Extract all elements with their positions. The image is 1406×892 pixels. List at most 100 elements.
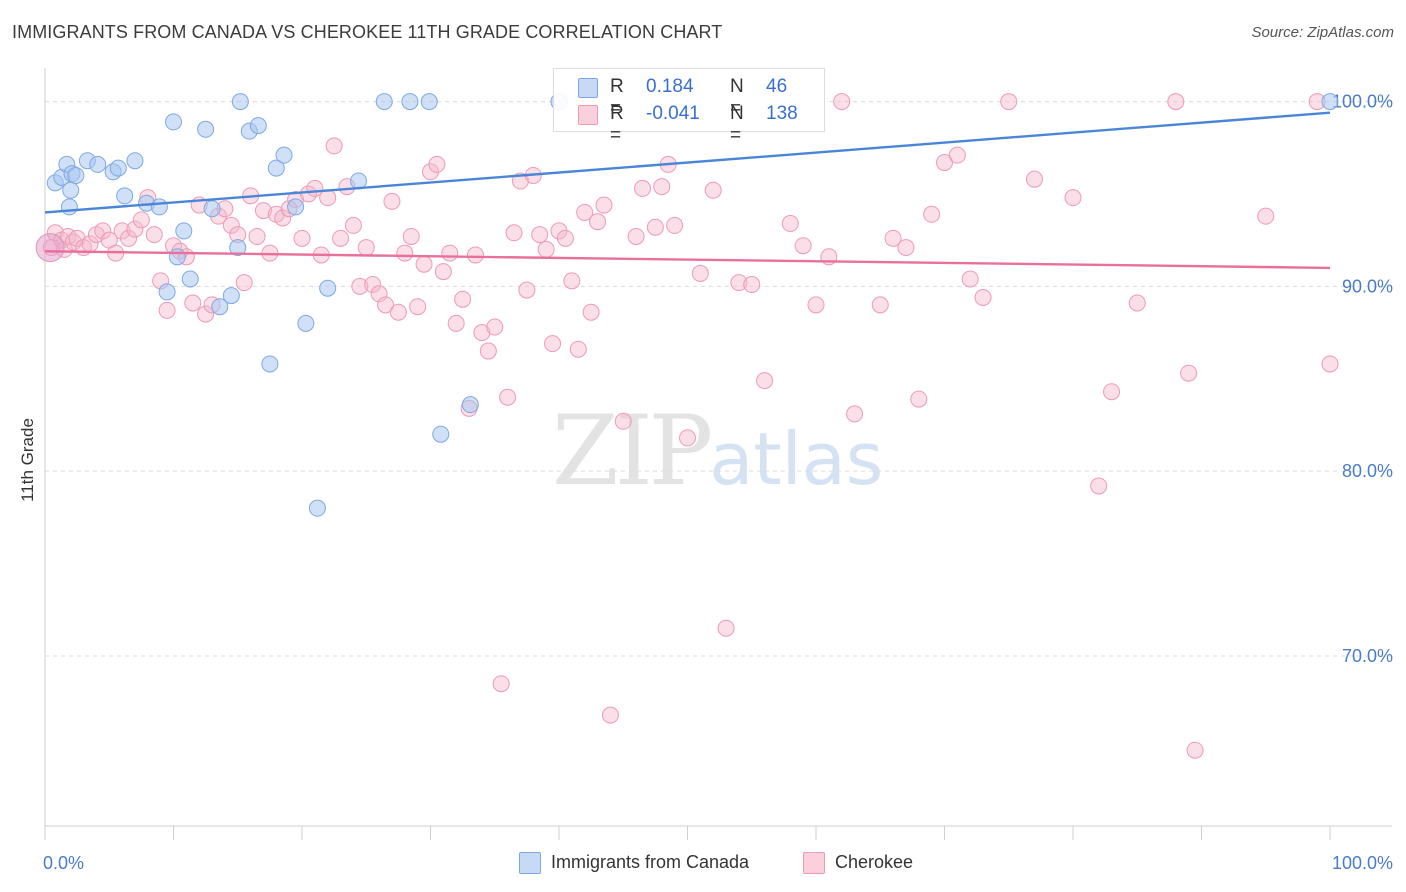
canada-point xyxy=(1321,93,1339,111)
canada-point xyxy=(168,248,186,266)
canada-point xyxy=(375,93,393,111)
cherokee-point xyxy=(679,429,696,447)
cherokee-point xyxy=(531,226,549,244)
cherokee-point xyxy=(595,196,613,214)
y-tick-label: 70.0% xyxy=(1342,646,1393,666)
cherokee-point xyxy=(646,218,664,236)
y-tick-label: 80.0% xyxy=(1342,461,1393,481)
canada-point xyxy=(420,93,438,111)
canada-point xyxy=(165,113,182,131)
canada-point xyxy=(249,117,267,135)
cherokee-point xyxy=(1064,189,1082,207)
cherokee-point xyxy=(1000,93,1018,111)
canada-point xyxy=(60,198,78,216)
cherokee-point xyxy=(120,229,138,247)
cherokee-point xyxy=(396,244,414,262)
watermark-atlas: atlas xyxy=(709,417,884,501)
canada-point xyxy=(175,222,193,240)
stats-legend: R = 0.184 N = 46 R = -0.041 N = 138 xyxy=(553,68,825,146)
cherokee-point xyxy=(576,203,594,221)
cherokee-point xyxy=(332,229,350,247)
cherokee-point xyxy=(68,229,86,247)
cherokee-point xyxy=(197,305,215,323)
cherokee-point xyxy=(466,246,484,264)
cherokee-point xyxy=(454,290,472,308)
cherokee-point xyxy=(126,220,144,238)
cherokee-point xyxy=(537,240,555,258)
cherokee-point xyxy=(505,224,523,242)
cherokee-point xyxy=(357,239,375,257)
cherokee-point xyxy=(222,216,240,234)
canada-point xyxy=(222,287,240,305)
canada-swatch xyxy=(578,78,598,98)
cherokee-point xyxy=(145,226,163,244)
cherokee-point xyxy=(807,296,825,314)
cherokee-point xyxy=(351,277,369,295)
legend-swatch-cherokee xyxy=(803,852,825,875)
cherokee-point xyxy=(1180,364,1198,382)
x-tick-label: 100.0% xyxy=(1332,853,1393,873)
cherokee-point xyxy=(473,324,491,342)
cherokee-point xyxy=(377,296,395,314)
cherokee-point xyxy=(961,270,979,288)
cherokee-point xyxy=(325,137,343,155)
canada-point xyxy=(67,166,85,184)
r-value: 0.184 xyxy=(646,76,694,97)
cherokee-point xyxy=(94,222,112,240)
cherokee-point xyxy=(248,227,266,245)
cherokee-point xyxy=(158,301,176,319)
watermark-zip: ZIP xyxy=(552,395,713,507)
cherokee-point xyxy=(691,264,709,282)
cherokee-point xyxy=(402,227,420,245)
canada-point xyxy=(432,425,450,443)
canada-point xyxy=(62,181,80,199)
x-tick-label: 0.0% xyxy=(43,853,84,873)
n-label: N = xyxy=(730,76,744,119)
cherokee-point xyxy=(871,296,889,314)
cherokee-point xyxy=(344,216,362,234)
cherokee-point xyxy=(544,335,562,353)
legend-label-cherokee: Cherokee xyxy=(835,852,914,872)
cherokee-point xyxy=(1025,170,1043,188)
cherokee-point xyxy=(910,390,928,408)
canada-point xyxy=(231,93,249,111)
canada-point xyxy=(319,279,337,297)
canada-point xyxy=(89,155,107,173)
cherokee-trend-line xyxy=(44,250,1331,270)
canada-point xyxy=(109,159,127,177)
cherokee-point xyxy=(833,93,851,111)
r-label: R = xyxy=(610,76,624,119)
cherokee-point xyxy=(1167,93,1185,111)
cherokee-point xyxy=(556,229,574,247)
cherokee-point xyxy=(364,276,382,294)
cherokee-point xyxy=(601,706,619,724)
y-tick-label: 100.0% xyxy=(1332,92,1393,112)
cherokee-point xyxy=(897,239,915,257)
cherokee-point xyxy=(781,215,799,233)
cherokee-point xyxy=(499,388,517,406)
n-value: 138 xyxy=(766,103,798,124)
cherokee-point xyxy=(254,202,272,220)
canada-point xyxy=(297,314,315,332)
canada-point xyxy=(181,270,199,288)
r-label: R = xyxy=(610,103,624,146)
r-value: -0.041 xyxy=(646,103,700,124)
canada-point xyxy=(150,198,168,216)
cherokee-point xyxy=(1103,383,1121,401)
canada-point xyxy=(308,499,326,517)
cherokee-point xyxy=(383,192,401,210)
n-label: N = xyxy=(730,103,744,146)
cherokee-point xyxy=(794,237,812,255)
legend-item-canada: Immigrants from Canada xyxy=(519,852,749,878)
cherokee-point xyxy=(184,294,202,312)
cherokee-point xyxy=(923,205,941,223)
cherokee-point xyxy=(409,298,427,316)
cherokee-point xyxy=(614,412,632,430)
cherokee-point xyxy=(434,263,452,281)
chart-title: IMMIGRANTS FROM CANADA VS CHEROKEE 11TH … xyxy=(12,22,723,42)
cherokee-point xyxy=(730,274,748,292)
canada-point xyxy=(461,396,479,414)
cherokee-point xyxy=(1128,294,1146,312)
cherokee-point xyxy=(569,340,587,358)
